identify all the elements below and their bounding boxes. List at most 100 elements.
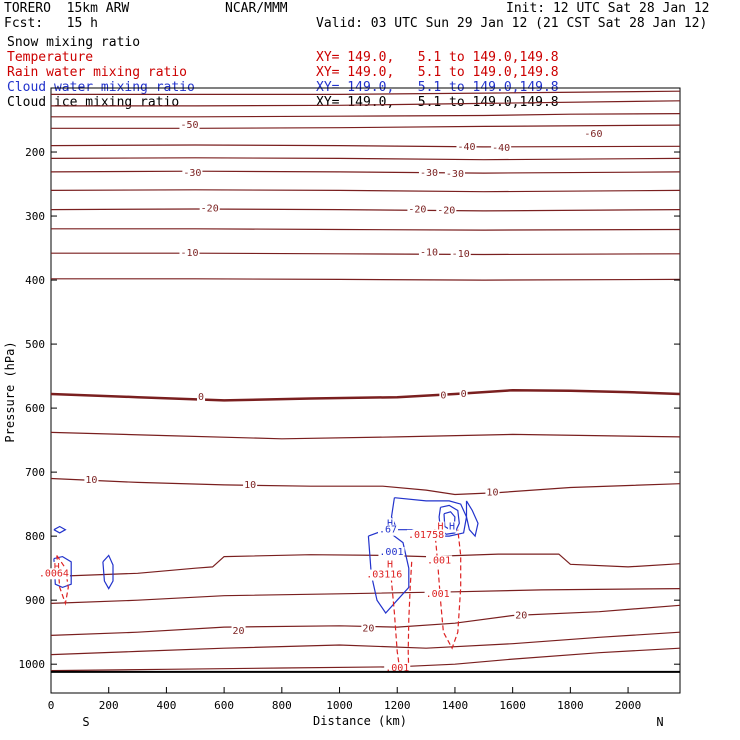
field-name-temperature: Temperature xyxy=(7,50,94,65)
label-background xyxy=(485,487,500,499)
field-name-rain: Rain water mixing ratio xyxy=(7,65,188,80)
forecast-hour: Fcst: 15 h xyxy=(4,16,98,31)
rain-label: .001 xyxy=(426,589,450,600)
cloud-label: .67 xyxy=(379,525,397,536)
x-tick-label: 1000 xyxy=(326,699,353,712)
label-background xyxy=(199,203,220,215)
label-background xyxy=(386,559,395,571)
isotherm-label: -60 xyxy=(584,129,602,140)
isotherm-line xyxy=(50,431,681,440)
rain-label: .001 xyxy=(427,555,451,566)
isotherm-line xyxy=(51,278,681,281)
isotherm-line xyxy=(51,113,681,118)
isotherm-line xyxy=(51,90,681,95)
isotherm-label: 10 xyxy=(486,488,498,499)
cloud-contour xyxy=(438,504,460,535)
label-background xyxy=(361,623,376,635)
cloud-label: .001 xyxy=(379,547,403,558)
center-title: NCAR/MMM xyxy=(225,1,288,16)
y-tick-label: 700 xyxy=(25,466,45,479)
isotherm-line xyxy=(50,208,681,212)
label-background xyxy=(231,625,246,637)
isotherm-label: 0 xyxy=(440,390,446,401)
label-background xyxy=(179,248,200,260)
x-tick-label: 1800 xyxy=(557,699,584,712)
isotherm-line xyxy=(50,157,681,161)
field-xy-rain: XY= 149.0, 5.1 to 149.0,149.8 xyxy=(316,65,559,80)
isotherm-label: -10 xyxy=(452,249,470,260)
label-background xyxy=(514,610,529,622)
label-background xyxy=(456,141,477,153)
label-background xyxy=(436,521,445,533)
x-tick-label: 1600 xyxy=(499,699,526,712)
isotherm-label: -40 xyxy=(492,143,510,154)
x-tick-label: 200 xyxy=(99,699,119,712)
x-tick-label: 0 xyxy=(48,699,55,712)
label-background xyxy=(439,390,448,402)
isotherm-line xyxy=(50,477,681,496)
label-background xyxy=(448,521,457,533)
rain-contour xyxy=(434,529,462,650)
isotherm-label: 0 xyxy=(198,392,204,403)
rain-label: H xyxy=(387,559,393,570)
isotherm-label: 10 xyxy=(85,475,97,486)
plot-frame xyxy=(50,87,681,694)
x-tick-label: 2000 xyxy=(615,699,642,712)
label-background xyxy=(243,479,258,491)
contour-labels: -60 -50 -40 -40 -30 -30 -30 -20 -20 -20 -10 -10 -10 0… xyxy=(37,120,604,675)
label-background xyxy=(197,392,206,404)
rain-label: .01758 xyxy=(408,530,444,541)
label-background xyxy=(37,568,70,580)
x-tick-label: 800 xyxy=(272,699,292,712)
isotherm-label: -30 xyxy=(446,169,464,180)
label-background xyxy=(179,120,200,132)
temperature-isotherms xyxy=(50,90,681,672)
cloud-label: H xyxy=(387,518,393,529)
isotherm-label: -20 xyxy=(408,205,426,216)
isotherm-label: 0 xyxy=(461,389,467,400)
cloud-contour xyxy=(367,529,410,614)
cloud-contour xyxy=(465,500,479,538)
label-background xyxy=(459,389,468,401)
isotherm-label: -10 xyxy=(180,248,198,259)
y-axis-label: Pressure (hPa) xyxy=(3,341,17,442)
isotherm-label: -50 xyxy=(180,120,198,131)
isotherm-label: -20 xyxy=(201,203,219,214)
south-label: S xyxy=(82,715,89,729)
y-tick-label: 800 xyxy=(25,530,45,543)
isotherm-line xyxy=(50,647,681,672)
label-background xyxy=(407,204,428,216)
x-tick-label: 400 xyxy=(156,699,176,712)
label-background xyxy=(418,247,440,259)
label-background xyxy=(365,569,404,581)
rain-label: H xyxy=(54,562,60,573)
isotherm-line xyxy=(50,588,681,604)
y-tick-label: 500 xyxy=(25,338,45,351)
cloud-contour xyxy=(53,555,72,589)
y-tick-label: 1000 xyxy=(19,658,46,671)
y-tick-label: 200 xyxy=(25,146,45,159)
valid-time: Valid: 03 UTC Sun 29 Jan 12 (21 CST Sat … xyxy=(316,16,708,31)
label-background xyxy=(436,205,457,217)
isotherm-label: 20 xyxy=(362,623,374,634)
isotherm-label: 10 xyxy=(244,480,256,491)
x-tick-label: 600 xyxy=(214,699,234,712)
cloud-contour xyxy=(53,525,67,534)
isotherm-label: -30 xyxy=(420,168,438,179)
isotherm-line xyxy=(50,170,681,174)
rain-contour xyxy=(56,555,69,606)
cloud-contour xyxy=(102,554,114,590)
label-background xyxy=(426,555,453,567)
isotherm-line xyxy=(51,100,681,107)
x-axis: 0 200 400 600 800 1000 1200 1400 1600 1800 2000 xyxy=(48,687,642,712)
rain-label: .03116 xyxy=(366,570,402,581)
x-tick-label: 1200 xyxy=(384,699,411,712)
label-background xyxy=(386,518,395,530)
cloud-label: H xyxy=(449,522,455,533)
label-background xyxy=(418,168,440,180)
isotherm-line xyxy=(50,388,681,402)
isotherm-line xyxy=(50,631,681,656)
isotherm-label: -10 xyxy=(420,248,438,259)
rain-label: H xyxy=(438,522,444,533)
